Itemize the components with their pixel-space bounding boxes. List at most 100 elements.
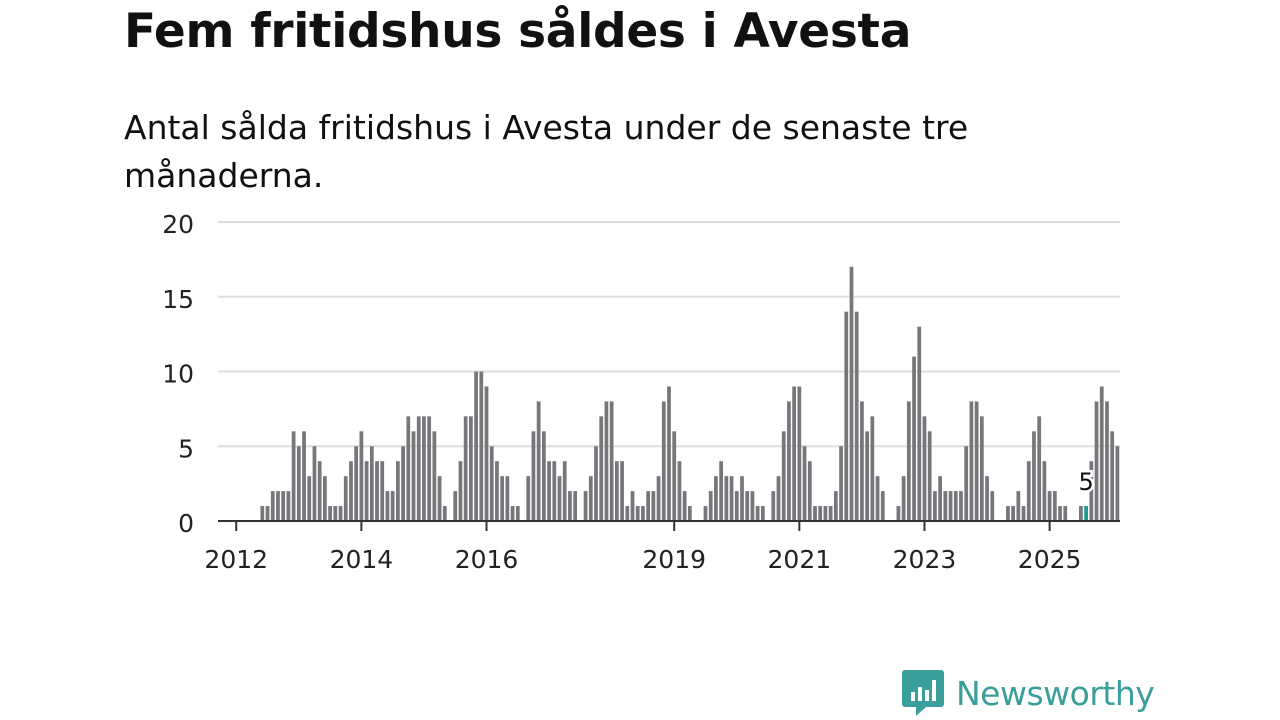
brand-name: Newsworthy — [956, 673, 1155, 713]
bar — [912, 356, 916, 521]
chart-subtitle: Antal sålda fritidshus i Avesta under de… — [124, 108, 969, 195]
bar — [865, 431, 870, 521]
bar — [1021, 506, 1026, 521]
bar — [552, 461, 557, 521]
bar — [531, 431, 536, 521]
y-tick-label: 5 — [178, 434, 194, 463]
bar — [807, 461, 812, 521]
bar — [818, 506, 823, 521]
bar — [755, 506, 760, 521]
bar — [860, 401, 864, 521]
bar — [672, 431, 677, 521]
bar — [625, 506, 630, 521]
bar — [276, 491, 280, 521]
bar — [985, 476, 989, 521]
bar — [505, 476, 510, 521]
bar — [870, 416, 875, 521]
bar — [349, 461, 353, 521]
bar — [307, 476, 312, 521]
bar — [557, 476, 562, 521]
bar — [974, 401, 979, 521]
bar — [312, 446, 317, 521]
bar — [1063, 506, 1068, 521]
bar — [854, 311, 859, 521]
bar — [479, 371, 484, 521]
bar — [901, 476, 906, 521]
y-tick-label: 10 — [162, 360, 194, 389]
bar — [270, 491, 275, 521]
bar — [437, 476, 442, 521]
bar — [953, 491, 958, 521]
bar — [667, 386, 671, 521]
bar — [541, 431, 546, 521]
x-tick-label: 2019 — [642, 545, 706, 574]
x-tick-label: 2014 — [330, 545, 394, 574]
x-tick-label: 2012 — [204, 545, 268, 574]
highlight-bar — [1084, 506, 1088, 521]
bar — [583, 491, 588, 521]
y-tick-label: 0 — [178, 509, 194, 538]
bar — [354, 446, 359, 521]
bar — [453, 491, 458, 521]
bar — [468, 416, 473, 521]
bar — [802, 446, 807, 521]
bar — [896, 506, 901, 521]
bar — [750, 491, 755, 521]
bar — [745, 491, 750, 521]
bar — [385, 491, 390, 521]
bar — [1079, 506, 1083, 521]
x-tick-label: 2016 — [455, 545, 519, 574]
bar — [359, 431, 364, 521]
bar — [1026, 461, 1031, 521]
bar — [1047, 491, 1052, 521]
bar — [599, 416, 604, 521]
bar — [463, 416, 468, 521]
x-tick-label: 2025 — [1018, 545, 1082, 574]
x-tick-label: 2023 — [893, 545, 957, 574]
x-tick-label: 2021 — [768, 545, 832, 574]
bar — [990, 491, 995, 521]
bar — [938, 476, 942, 521]
bar — [562, 461, 567, 521]
bar — [416, 416, 421, 521]
bar — [964, 446, 969, 521]
bar — [703, 506, 708, 521]
bar — [338, 506, 343, 521]
bar — [1089, 461, 1094, 521]
bar — [646, 491, 651, 521]
bar — [375, 461, 379, 521]
bar — [948, 491, 953, 521]
bar — [568, 491, 572, 521]
bar — [1110, 431, 1115, 521]
bar — [641, 506, 645, 521]
bar — [1099, 386, 1104, 521]
bar — [771, 491, 776, 521]
bar — [833, 491, 838, 521]
bar — [291, 431, 296, 521]
bar — [1094, 401, 1099, 521]
bar — [724, 476, 729, 521]
bar — [1032, 431, 1036, 521]
bar — [979, 416, 984, 521]
bar — [526, 476, 531, 521]
bar — [661, 401, 666, 521]
bar — [333, 506, 338, 521]
bar — [328, 506, 332, 521]
bar — [922, 416, 927, 521]
bar — [734, 491, 739, 521]
bar — [1016, 491, 1021, 521]
bar — [515, 506, 520, 521]
bar — [729, 476, 734, 521]
bar — [265, 506, 270, 521]
bar-chart: 0 5 10 15 20 2012 2014 2016 2019 2021 2023 2025 5 — [162, 210, 1120, 574]
bar — [933, 491, 937, 521]
bar — [495, 461, 499, 521]
bar — [411, 431, 416, 521]
bar — [787, 401, 791, 521]
bar — [708, 491, 713, 521]
bar — [588, 476, 593, 521]
bar — [687, 506, 692, 521]
bar — [760, 506, 765, 521]
y-tick-label: 20 — [162, 210, 194, 239]
bar — [396, 461, 400, 521]
